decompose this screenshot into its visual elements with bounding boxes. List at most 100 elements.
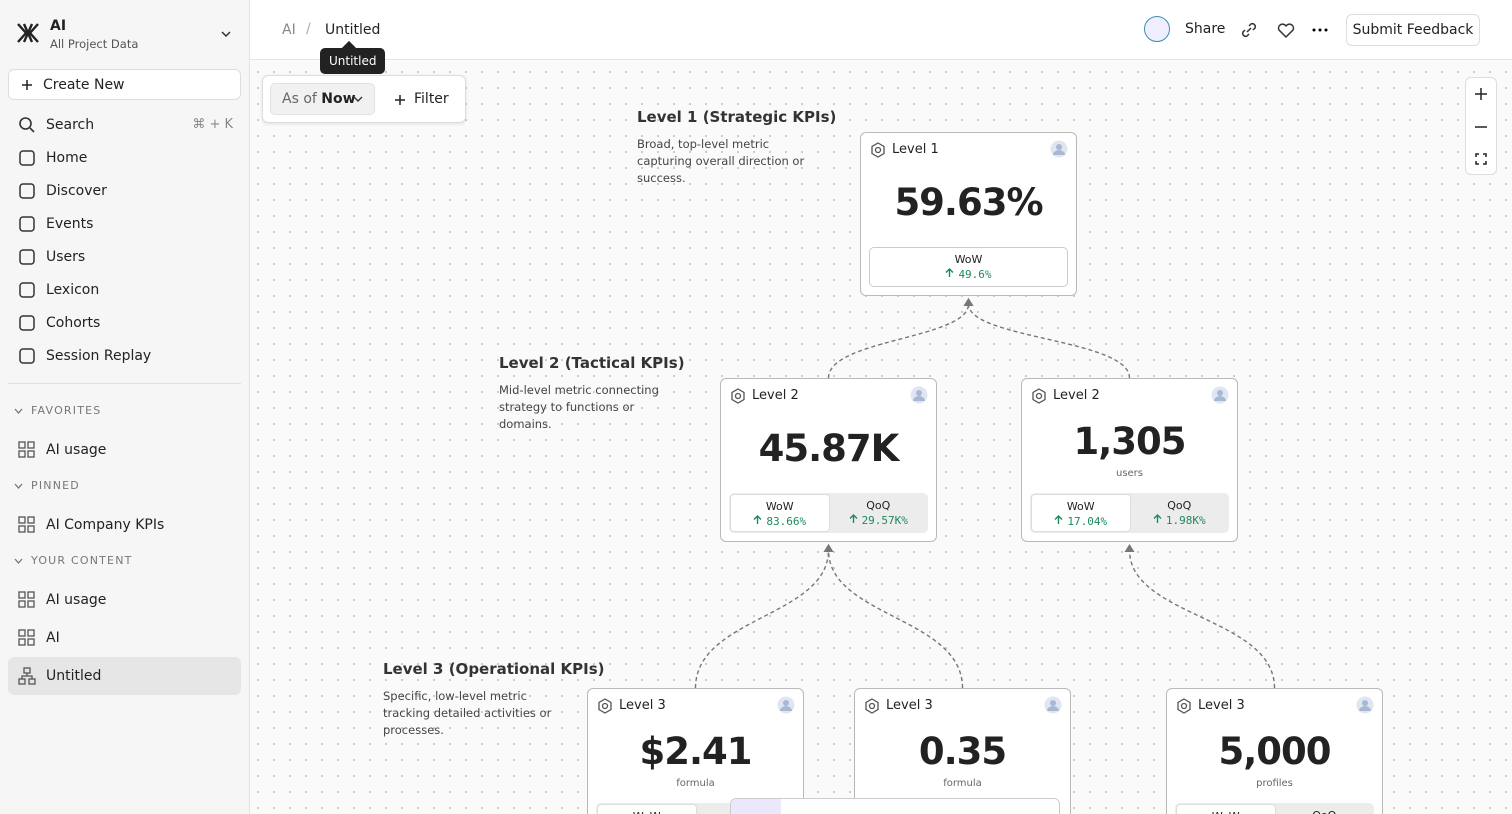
card-value: 59.63% — [894, 181, 1043, 224]
comparison-label: QoQ — [866, 499, 891, 512]
section-item[interactable]: AI usage — [8, 581, 241, 619]
nav-item[interactable]: Cohorts — [8, 306, 241, 339]
section-chevron — [14, 408, 23, 414]
metric-card[interactable]: Level 3 0.35 formula — [854, 688, 1071, 814]
comparison[interactable]: WoW 49.6% — [870, 248, 1067, 286]
connectors — [694, 298, 1276, 689]
metric-card[interactable]: Level 1 59.63% WoW 49.6% — [860, 132, 1077, 296]
card-unit: users — [1115, 468, 1144, 479]
filter-plus — [395, 95, 405, 105]
section-title: YOUR CONTENT — [31, 554, 133, 567]
breadcrumb-root[interactable]: AI — [282, 22, 296, 38]
section-title: FAVORITES — [31, 404, 102, 417]
comparison-label: WoW — [954, 253, 983, 266]
zoom-in[interactable] — [1475, 88, 1487, 100]
tooltip-text: Untitled — [329, 54, 377, 68]
workspace-chevron[interactable] — [220, 30, 232, 38]
grid-icon — [18, 629, 35, 646]
nav-icon — [19, 248, 35, 265]
nav-item[interactable]: Discover — [8, 174, 241, 207]
search[interactable]: Search ⌘ + K — [8, 108, 241, 141]
connector-arrow — [823, 544, 834, 552]
canvas: Level 1 (Strategic KPIs) Broad, top-level… — [250, 0, 1512, 814]
nav-icon — [19, 314, 35, 331]
create-button[interactable]: Create New — [8, 69, 241, 100]
as-of-button[interactable]: As of Now — [270, 83, 375, 115]
comparison-value: 1.98K% — [1165, 514, 1206, 527]
comparison[interactable]: WoW — [1176, 804, 1276, 814]
nav-label: Home — [46, 149, 88, 166]
share-button[interactable]: Share — [1185, 21, 1226, 37]
owner-avatar — [910, 386, 928, 404]
comparison[interactable]: WoW — [597, 804, 697, 814]
avatar[interactable] — [1144, 16, 1170, 42]
level-description: Broad, top-level metric capturing overal… — [637, 137, 805, 185]
nav-item[interactable]: Home — [8, 141, 241, 174]
comparison-label: WoW — [1066, 500, 1095, 513]
card-title: Level 1 — [892, 142, 939, 157]
section-header[interactable]: YOUR CONTENT — [14, 554, 133, 567]
section-item[interactable]: Untitled — [8, 657, 241, 695]
nav-item[interactable]: Users — [8, 240, 241, 273]
bottom-panel[interactable] — [730, 798, 1060, 814]
nav-label: Session Replay — [46, 347, 152, 364]
metric-card[interactable]: Level 2 1,305 users WoW 17.04% QoQ 1.98K% — [1021, 378, 1238, 542]
link-icon[interactable] — [1240, 21, 1258, 39]
connector — [967, 303, 1131, 379]
more-icon[interactable] — [1312, 27, 1328, 33]
nav-icon — [19, 215, 35, 232]
card-value: 45.87K — [758, 427, 900, 470]
item-label: AI usage — [46, 442, 107, 458]
owner-avatar — [1044, 696, 1062, 714]
nav-item[interactable]: Session Replay — [8, 339, 241, 372]
comparison-box: WoW 83.66% QoQ 29.57K% — [729, 493, 928, 533]
comparison-box: WoW 17.04% QoQ 1.98K% — [1030, 493, 1229, 533]
card-value: 5,000 — [1218, 730, 1331, 773]
comparison[interactable]: QoQ 1.98K% — [1131, 494, 1229, 532]
comparison-delta: 17.04% — [1032, 515, 1130, 528]
fit-view[interactable] — [1475, 153, 1487, 165]
as-of-label: As of — [282, 91, 317, 107]
comparison-value: 29.57K% — [861, 514, 908, 527]
up-arrow — [849, 514, 858, 523]
comparison[interactable]: QoQ 29.57K% — [830, 494, 928, 532]
section-item[interactable]: AI Company KPIs — [8, 506, 241, 544]
connector-arrow — [963, 298, 974, 306]
nav-item[interactable]: Events — [8, 207, 241, 240]
card-value: 0.35 — [918, 730, 1007, 773]
section-header[interactable]: FAVORITES — [14, 404, 101, 417]
card-unit: formula — [676, 778, 715, 789]
comparison-box: WoWQoQ — [1175, 803, 1374, 814]
zoom-out[interactable] — [1475, 121, 1487, 133]
section-header[interactable]: PINNED — [14, 479, 80, 492]
nav-item[interactable]: Lexicon — [8, 273, 241, 306]
as-of-chevron — [353, 96, 363, 102]
section-item[interactable]: AI usage — [8, 431, 241, 469]
nav-icon — [19, 281, 35, 298]
level-title: Level 2 (Tactical KPIs) — [499, 354, 685, 372]
comparison-label: QoQ — [1167, 499, 1192, 512]
item-label: AI usage — [46, 592, 107, 608]
nav-icon — [19, 347, 35, 364]
logo — [17, 23, 39, 43]
comparison-box: WoW — [596, 803, 795, 814]
comparison[interactable]: QoQ — [1276, 804, 1374, 814]
metric-card[interactable]: Level 3 5,000 profiles WoWQoQ — [1166, 688, 1383, 814]
favorite-icon[interactable] — [1276, 21, 1296, 39]
filter-button[interactable]: Filter — [414, 91, 449, 107]
owner-avatar — [1211, 386, 1229, 404]
comparison[interactable]: WoW 17.04% — [1031, 494, 1131, 532]
metric-card[interactable]: Level 2 45.87K WoW 83.66% QoQ 29.57K% — [720, 378, 937, 542]
breadcrumb-current[interactable]: Untitled — [325, 22, 381, 38]
section-item[interactable]: AI — [8, 619, 241, 657]
comparison[interactable]: WoW 83.66% — [730, 494, 830, 532]
metric-card[interactable]: Level 3 $2.41 formula WoW — [587, 688, 804, 814]
level-title: Level 1 (Strategic KPIs) — [637, 108, 837, 126]
metric-icon — [731, 388, 745, 404]
card-unit: formula — [943, 778, 982, 789]
feedback-button[interactable]: Submit Feedback — [1346, 14, 1480, 46]
card-unit: profiles — [1256, 778, 1293, 789]
section-chevron — [14, 483, 23, 489]
comparison-label: WoW — [598, 810, 696, 814]
breadcrumb-separator: / — [306, 21, 311, 37]
